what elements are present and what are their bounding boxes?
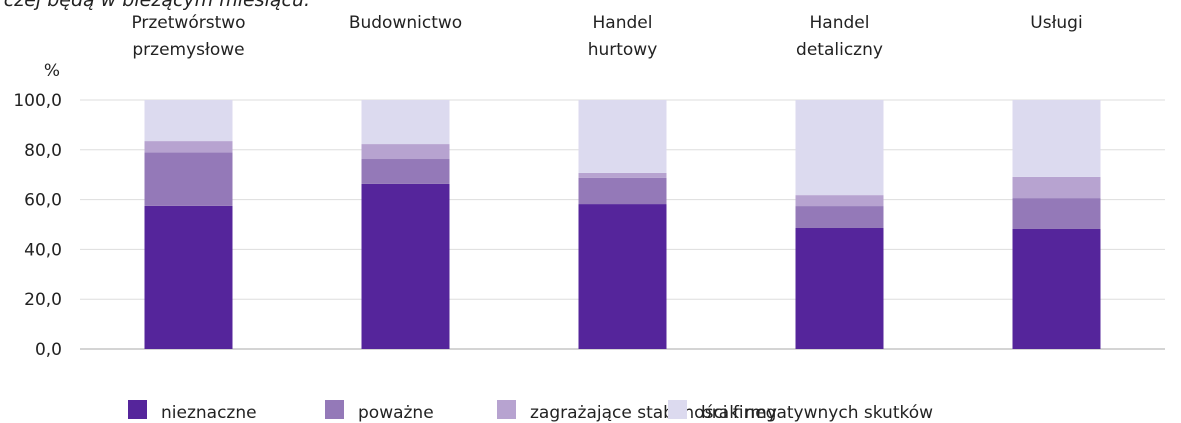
bar-segment [1012, 198, 1101, 229]
bar-segment [361, 183, 450, 349]
y-axis-label: % [44, 61, 60, 81]
x-tick-label: Handel [593, 13, 653, 33]
x-tick-label: Budownictwo [349, 13, 462, 33]
legend-label: poważne [358, 403, 434, 423]
bar-segment [795, 100, 884, 196]
y-tick-label: 0,0 [35, 340, 62, 360]
bar-segment [144, 152, 233, 206]
legend-label: brak negatywnych skutków [701, 403, 933, 423]
bar-segment [1012, 228, 1101, 349]
y-tick-label: 20,0 [24, 290, 62, 310]
bar-segment [361, 100, 450, 145]
y-tick-label: 80,0 [24, 141, 62, 161]
y-tick-label: 100,0 [13, 91, 62, 111]
legend-swatch [497, 400, 516, 419]
bar-segment [361, 159, 450, 184]
bar-segment [795, 227, 884, 349]
bar-segment [578, 177, 667, 205]
bar-segment [144, 205, 233, 349]
bar-segment [795, 195, 884, 207]
bar-segment [361, 144, 450, 160]
bar-segment [144, 141, 233, 153]
bar-segment [795, 206, 884, 228]
bar-segment [144, 100, 233, 142]
legend-label: zagrażające stabilności firmy [530, 403, 777, 423]
legend-swatch [325, 400, 344, 419]
y-tick-label: 60,0 [24, 191, 62, 211]
bar-segment [578, 204, 667, 349]
x-tick-label: detaliczny [796, 40, 883, 60]
x-tick-label: Przetwórstwo [131, 13, 245, 33]
y-tick-label: 40,0 [24, 240, 62, 260]
legend-swatch [668, 400, 687, 419]
x-tick-label: przemysłowe [132, 40, 244, 60]
bar-segment [1012, 176, 1101, 199]
chart-title: rczej będą w bieżącym miesiącu. [0, 0, 310, 11]
x-tick-label: hurtowy [588, 40, 658, 60]
bar-segment [578, 100, 667, 173]
bar-segment [578, 172, 667, 178]
bar-segment [1012, 100, 1101, 177]
legend-swatch [128, 400, 147, 419]
x-tick-label: Handel [810, 13, 870, 33]
x-tick-label: Usługi [1030, 13, 1082, 33]
legend-label: nieznaczne [161, 403, 257, 423]
